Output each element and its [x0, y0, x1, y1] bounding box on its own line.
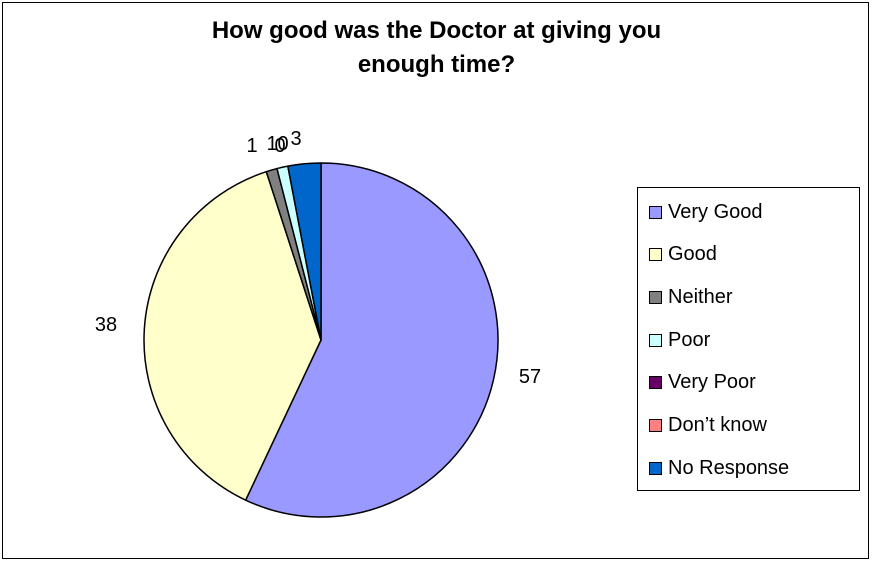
legend-label-no-response: No Response	[668, 456, 790, 479]
legend-swatch-very-poor	[649, 375, 662, 389]
data-label-don-t-know: 0	[277, 133, 288, 155]
legend-label-don-t-know: Don’t know	[668, 413, 767, 436]
legend-swatch-poor	[649, 333, 662, 347]
legend-swatch-good	[649, 247, 662, 261]
legend-label-neither: Neither	[668, 285, 733, 308]
legend-item-poor: Poor	[649, 328, 710, 352]
legend-item-neither: Neither	[649, 285, 732, 309]
pie-slice-very-good	[244, 162, 499, 518]
legend-swatch-very-good	[649, 205, 662, 219]
legend-item-very-poor: Very Poor	[649, 370, 756, 394]
data-label-very-poor: 0	[274, 135, 285, 157]
legend-item-very-good: Very Good	[649, 200, 763, 224]
legend-swatch-don-t-know	[649, 418, 662, 432]
chart-title-line-2: enough time?	[357, 51, 516, 78]
legend-label-very-good: Very Good	[668, 200, 763, 223]
pie-slice-no-response	[287, 162, 322, 341]
legend-label-good: Good	[668, 242, 717, 265]
legend: Very Good Good Neither Poor Very Poor Don’t k…	[637, 187, 860, 491]
legend-swatch-no-response	[649, 461, 662, 475]
pie-slice-good	[143, 170, 322, 501]
legend-item-no-response: No Response	[649, 456, 789, 480]
data-label-very-good: 57	[519, 366, 541, 388]
legend-label-poor: Poor	[668, 328, 711, 351]
legend-item-don-t-know: Don’t know	[649, 413, 767, 437]
data-label-no-response: 3	[290, 128, 301, 150]
chart-title-line-1: How good was the Doctor at giving you	[211, 17, 662, 44]
legend-item-good: Good	[649, 242, 717, 266]
chart-title: How good was the Doctor at giving you en…	[0, 14, 873, 82]
data-label-neither: 1	[246, 135, 257, 157]
data-label-good: 38	[95, 314, 117, 336]
data-label-poor: 1	[266, 133, 277, 155]
legend-swatch-neither	[649, 290, 662, 304]
legend-label-very-poor: Very Poor	[668, 370, 756, 393]
